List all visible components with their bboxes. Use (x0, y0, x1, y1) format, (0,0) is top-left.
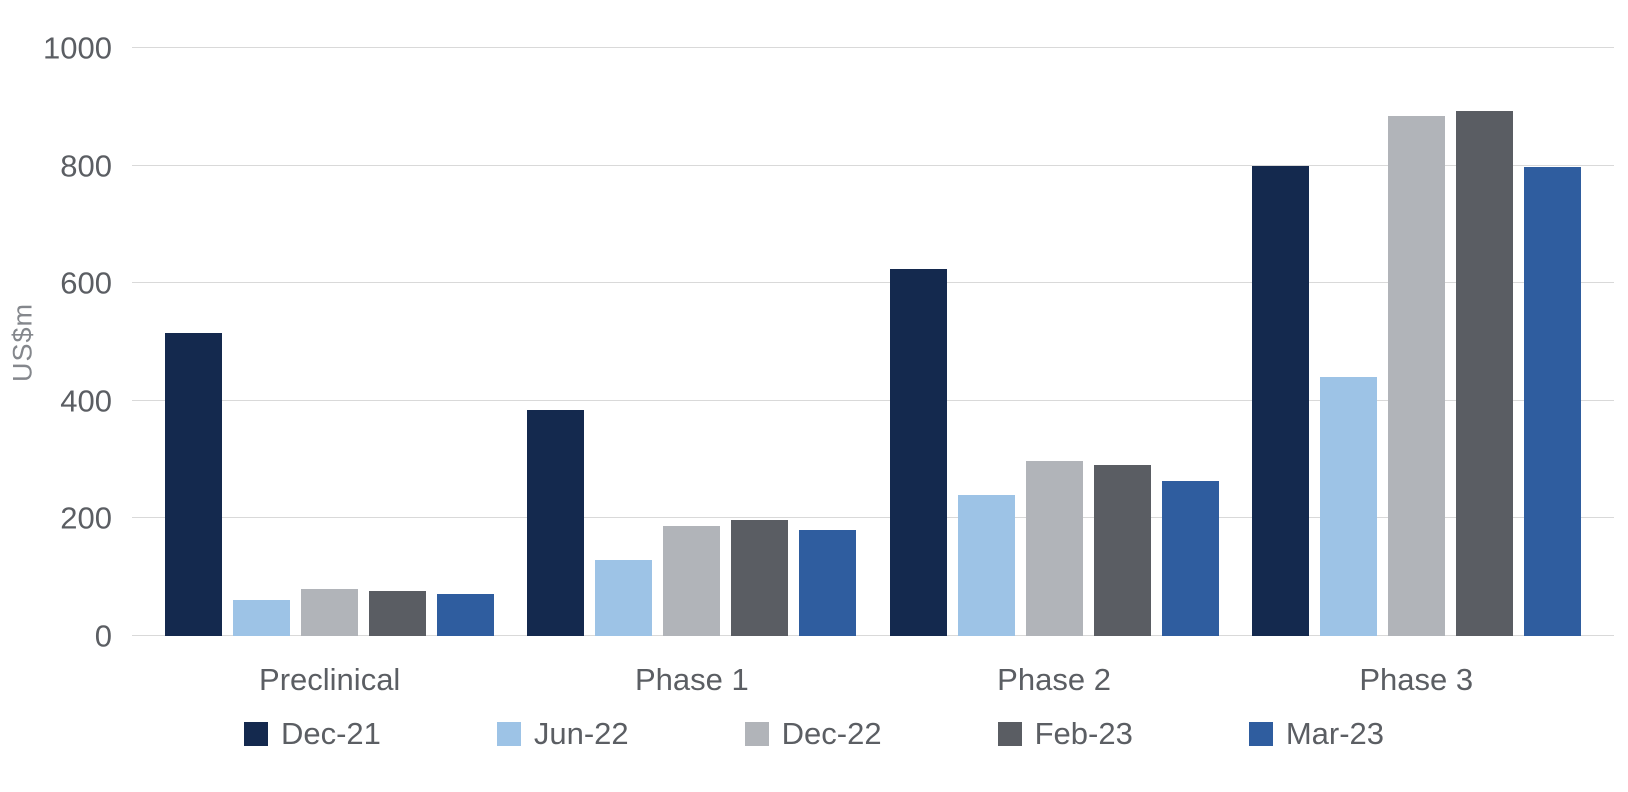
bar-jun-22-phase-2 (957, 494, 1015, 636)
bar-mar-23-phase-1 (799, 529, 857, 636)
y-tick-label: 800 (60, 148, 112, 184)
bar-group-phase-2: Phase 2 (889, 48, 1219, 697)
bar-mar-23-phase-3 (1523, 167, 1581, 636)
legend-swatch-jun-22 (496, 722, 521, 746)
bar-feb-23-phase-3 (1455, 110, 1513, 636)
y-tick-label: 200 (60, 500, 112, 536)
gridline (132, 399, 1614, 401)
gridlines (132, 47, 1614, 636)
y-tick-label: 0 (94, 618, 112, 654)
bar-dec-21-phase-1 (527, 409, 585, 636)
legend-label-mar-23: Mar-23 (1285, 716, 1385, 751)
legend-label-jun-22: Jun-22 (533, 716, 629, 751)
bar-group-phase-3: Phase 3 (1251, 48, 1581, 697)
bar-jun-22-phase-1 (595, 559, 653, 636)
bar-feb-23-phase-1 (731, 520, 789, 636)
bar-mar-23-preclinical (437, 593, 495, 636)
bar-jun-22-phase-3 (1319, 377, 1377, 636)
legend-swatch-mar-23 (1248, 722, 1273, 746)
legend-item-dec-22: Dec-22 (744, 716, 882, 752)
bar-dec-22-phase-1 (663, 526, 721, 636)
legend-label-dec-22: Dec-22 (781, 716, 882, 751)
legend-label-feb-23: Feb-23 (1034, 716, 1133, 751)
bar-dec-22-phase-3 (1387, 115, 1445, 636)
bar-jun-22-preclinical (233, 599, 291, 636)
y-tick-label: 400 (60, 383, 112, 419)
legend-item-feb-23: Feb-23 (997, 716, 1133, 752)
gridline (132, 47, 1614, 48)
legend-label-dec-21: Dec-21 (280, 716, 381, 751)
bar-dec-22-phase-2 (1025, 461, 1083, 636)
gridline (132, 164, 1614, 166)
bar-dec-21-preclinical (165, 333, 223, 636)
bar-dec-21-phase-2 (889, 268, 947, 636)
x-category-label-phase-3: Phase 3 (1359, 662, 1474, 697)
bar-groups: Preclinical Phase 1 Phase 2 Phase 3 (132, 48, 1614, 697)
x-category-label-phase-1: Phase 1 (634, 662, 749, 697)
legend: Dec-21 Jun-22 Dec-22 Feb-23 Mar-23 (0, 716, 1628, 752)
x-category-label-phase-2: Phase 2 (997, 662, 1111, 697)
bar-mar-23-phase-2 (1161, 481, 1219, 636)
plot-area: Preclinical Phase 1 Phase 2 Phase 3 (132, 47, 1614, 697)
legend-swatch-dec-21 (243, 722, 268, 746)
gridline (132, 517, 1614, 519)
legend-swatch-dec-22 (744, 722, 769, 746)
y-axis-ticks: 0 200 400 600 800 1000 (0, 33, 112, 652)
legend-item-dec-21: Dec-21 (243, 716, 381, 752)
legend-swatch-feb-23 (997, 722, 1022, 746)
bar-feb-23-preclinical (369, 591, 427, 636)
legend-item-mar-23: Mar-23 (1248, 716, 1385, 752)
y-tick-label: 600 (60, 265, 112, 301)
gridline (132, 282, 1614, 284)
bar-group-preclinical: Preclinical (165, 48, 495, 697)
legend-item-jun-22: Jun-22 (496, 716, 629, 752)
bar-group-phase-1: Phase 1 (527, 48, 857, 697)
bar-dec-22-preclinical (301, 588, 359, 636)
bar-dec-21-phase-3 (1251, 165, 1309, 636)
bar-feb-23-phase-2 (1093, 465, 1151, 636)
x-category-label-preclinical: Preclinical (259, 662, 401, 697)
gridline (132, 635, 1614, 636)
y-tick-label: 1000 (43, 30, 112, 66)
